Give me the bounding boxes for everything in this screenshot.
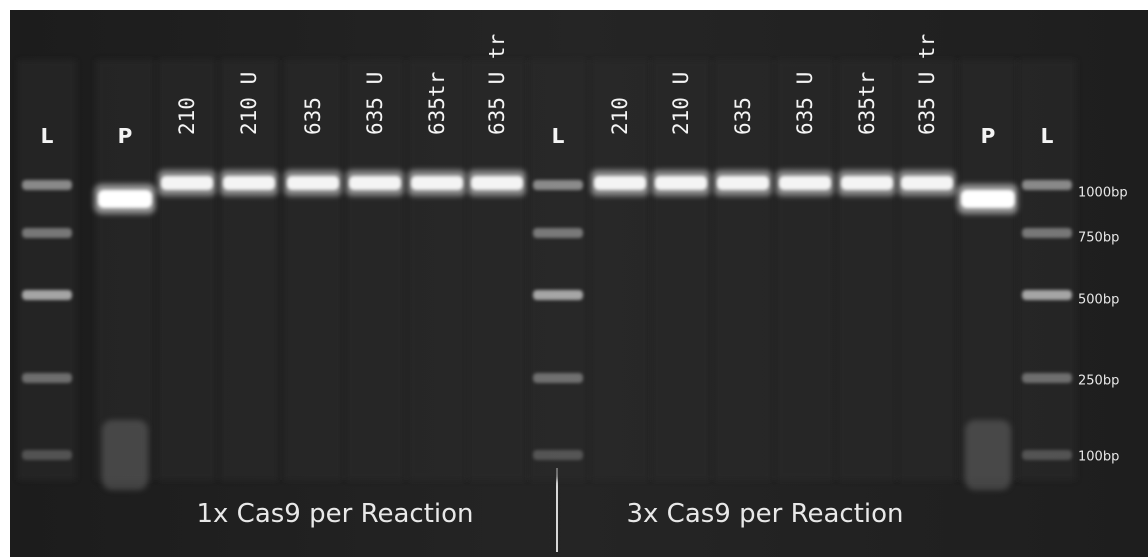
band	[223, 176, 275, 190]
caption: 3x Cas9 per Reaction	[626, 499, 903, 529]
band	[98, 190, 152, 208]
ladder-band	[533, 290, 583, 300]
lane-smear	[158, 60, 216, 480]
lane-label: P	[981, 124, 996, 148]
lane-label: 635	[731, 97, 755, 135]
size-label: 750bp	[1078, 231, 1119, 246]
lane-label: 635 U	[793, 72, 817, 135]
lane-label: 635tr	[425, 72, 449, 135]
lane-label: 635tr	[855, 72, 879, 135]
lane-smear	[468, 60, 526, 480]
lane-smear	[96, 60, 154, 480]
band	[717, 176, 769, 190]
size-label: 100bp	[1078, 450, 1119, 465]
band	[961, 190, 1015, 208]
lane-label: 635 U tr	[485, 34, 509, 135]
lane-smear	[591, 60, 649, 480]
lane-label: P	[118, 124, 133, 148]
lane-label: 210	[608, 97, 632, 135]
lane-smear	[1018, 60, 1076, 480]
size-label: 500bp	[1078, 293, 1119, 308]
band	[779, 176, 831, 190]
lane-label: 210 U	[237, 72, 261, 135]
band	[287, 176, 339, 190]
lower-smear	[102, 420, 148, 490]
lane-label: L	[1041, 124, 1054, 148]
ladder-band	[533, 180, 583, 190]
lane-label: 210 U	[669, 72, 693, 135]
lane-smear	[529, 60, 587, 480]
ladder-band	[22, 180, 72, 190]
ladder-band	[533, 228, 583, 238]
band	[471, 176, 523, 190]
size-label: 1000bp	[1078, 186, 1128, 201]
lane-label: 635 U tr	[915, 34, 939, 135]
lane-label: 635	[301, 97, 325, 135]
lane-smear	[346, 60, 404, 480]
lane-smear	[838, 60, 896, 480]
lane-smear	[284, 60, 342, 480]
ladder-band	[22, 450, 72, 460]
lane-smear	[898, 60, 956, 480]
ladder-band	[1022, 228, 1072, 238]
ladder-band	[22, 373, 72, 383]
lane-smear	[18, 60, 76, 480]
ladder-band	[1022, 290, 1072, 300]
ladder-band	[22, 290, 72, 300]
band	[349, 176, 401, 190]
ladder-band	[1022, 373, 1072, 383]
lane-smear	[714, 60, 772, 480]
lane-label: L	[552, 124, 565, 148]
size-label: 250bp	[1078, 374, 1119, 389]
lane-label: 210	[175, 97, 199, 135]
lane-smear	[652, 60, 710, 480]
lane-smear	[220, 60, 278, 480]
ladder-band	[1022, 450, 1072, 460]
caption: 1x Cas9 per Reaction	[196, 499, 473, 529]
band	[655, 176, 707, 190]
ladder-band	[22, 228, 72, 238]
ladder-band	[533, 373, 583, 383]
lower-smear	[965, 420, 1011, 490]
band	[841, 176, 893, 190]
lane-smear	[776, 60, 834, 480]
ladder-band	[1022, 180, 1072, 190]
band	[161, 176, 213, 190]
band	[901, 176, 953, 190]
lane-smear	[959, 60, 1017, 480]
lane-label: 635 U	[363, 72, 387, 135]
lane-smear	[408, 60, 466, 480]
lane-label: L	[41, 124, 54, 148]
band	[411, 176, 463, 190]
ladder-band	[533, 450, 583, 460]
band	[594, 176, 646, 190]
